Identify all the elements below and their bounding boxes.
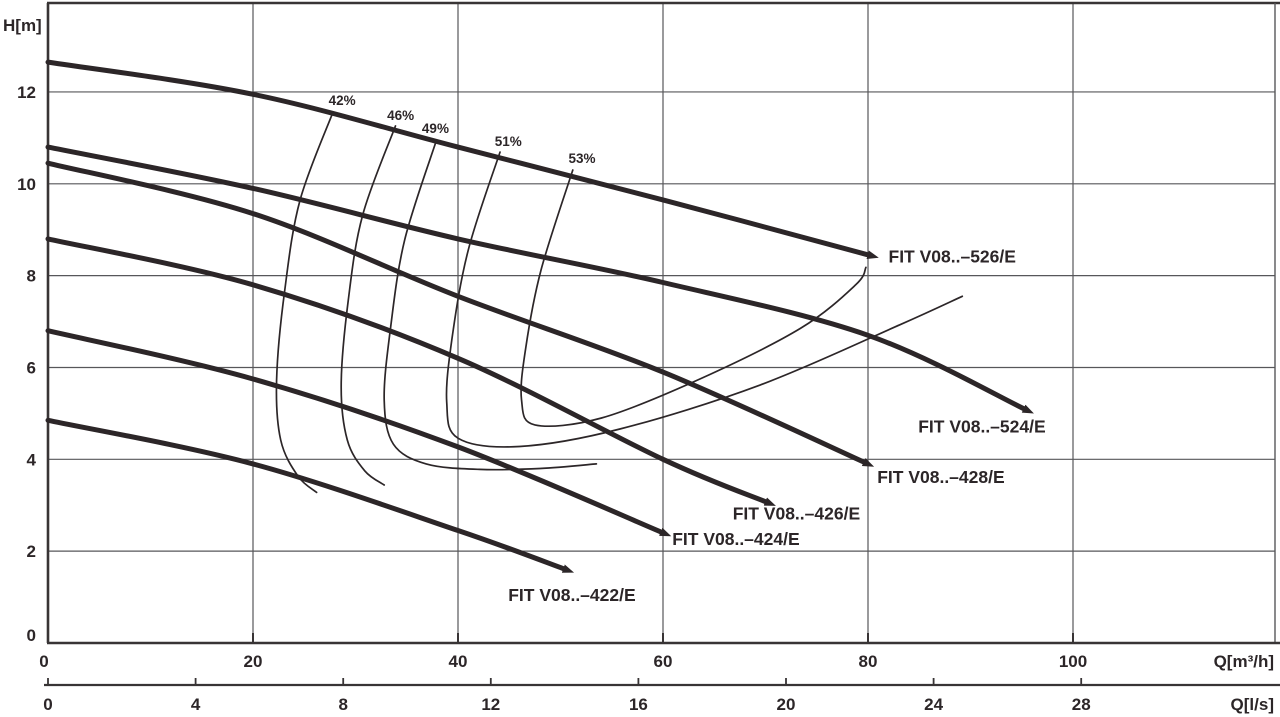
x-tick-label-60: 60 bbox=[654, 652, 673, 671]
efficiency-label-46: 46% bbox=[387, 108, 414, 123]
pump-curve-428 bbox=[45, 160, 875, 467]
secondary-x-tick-label-28: 28 bbox=[1072, 695, 1091, 714]
pump-curve-526 bbox=[45, 59, 879, 260]
x-tick-label-80: 80 bbox=[859, 652, 878, 671]
x-tick-label-40: 40 bbox=[449, 652, 468, 671]
x-tick-label-20: 20 bbox=[244, 652, 263, 671]
efficiency-label-49: 49% bbox=[422, 121, 449, 136]
pump-curve-424 bbox=[45, 328, 672, 537]
secondary-x-tick-label-16: 16 bbox=[629, 695, 648, 714]
y-tick-label-2: 2 bbox=[27, 542, 36, 561]
y-tick-label-0: 0 bbox=[27, 626, 36, 645]
pump-curve-422 bbox=[45, 417, 575, 573]
secondary-x-tick-label-0: 0 bbox=[43, 695, 52, 714]
pump-curve-label-424: FIT V08..–424/E bbox=[672, 529, 799, 549]
secondary-x-tick-label-8: 8 bbox=[338, 695, 347, 714]
pump-curve-524 bbox=[45, 144, 1034, 414]
y-axis-unit-label: H[m] bbox=[3, 16, 42, 35]
secondary-x-tick-label-24: 24 bbox=[924, 695, 943, 714]
secondary-x-tick-label-20: 20 bbox=[777, 695, 796, 714]
efficiency-contour-53 bbox=[520, 169, 867, 427]
x-tick-label-100: 100 bbox=[1059, 652, 1087, 671]
efficiency-contour-51 bbox=[445, 151, 964, 448]
pump-curve-label-526: FIT V08..–526/E bbox=[889, 246, 1016, 266]
pump-curve-label-428: FIT V08..–428/E bbox=[877, 467, 1004, 487]
efficiency-label-53: 53% bbox=[569, 151, 596, 166]
secondary-x-tick-label-4: 4 bbox=[191, 695, 201, 714]
pump-curve-426 bbox=[45, 236, 776, 506]
y-tick-label-10: 10 bbox=[17, 175, 36, 194]
y-tick-label-4: 4 bbox=[27, 450, 37, 469]
y-tick-label-6: 6 bbox=[27, 358, 36, 377]
x-tick-label-0: 0 bbox=[39, 652, 48, 671]
efficiency-label-51: 51% bbox=[495, 134, 522, 149]
x-axis-secondary-unit-label: Q[l/s] bbox=[1231, 695, 1274, 714]
x-axis-primary-unit-label: Q[m³/h] bbox=[1214, 652, 1274, 671]
pump-curve-label-422: FIT V08..–422/E bbox=[508, 585, 635, 605]
y-tick-label-8: 8 bbox=[27, 267, 36, 286]
pump-curve-label-524: FIT V08..–524/E bbox=[918, 417, 1045, 437]
pump-curve-label-426: FIT V08..–426/E bbox=[733, 504, 860, 524]
efficiency-label-42: 42% bbox=[329, 93, 356, 108]
y-tick-label-12: 12 bbox=[17, 83, 36, 102]
secondary-x-tick-label-12: 12 bbox=[481, 695, 500, 714]
